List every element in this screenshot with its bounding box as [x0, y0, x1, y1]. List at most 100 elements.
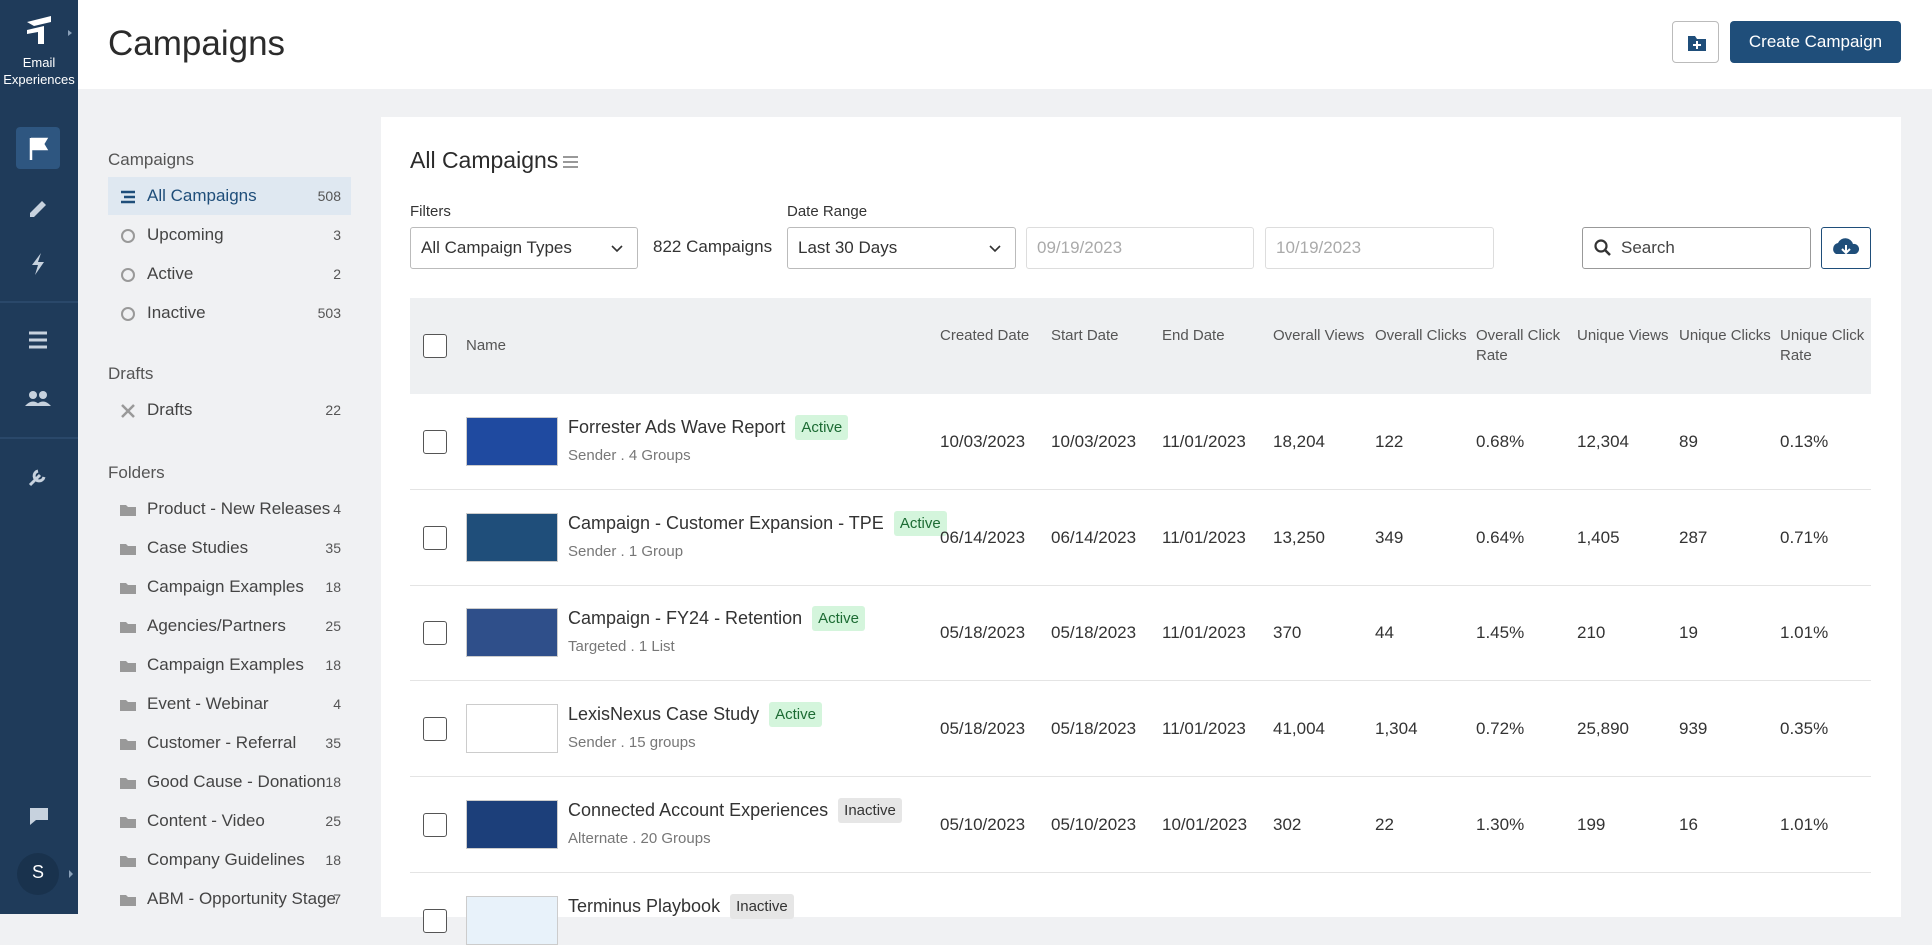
nav-item-label: Agencies/Partners	[147, 616, 286, 635]
nav-item-icon	[120, 583, 136, 594]
campaign-name: Campaign - FY24 - Retention	[568, 608, 803, 629]
column-header: End Date	[1162, 327, 1225, 344]
nav-item[interactable]: Case Studies 35	[108, 529, 351, 567]
type-select[interactable]: All Campaign Types	[410, 227, 638, 269]
campaign-name-line[interactable]: Campaign - Customer Expansion - TPE Activ…	[568, 510, 947, 536]
status-badge: Active	[893, 510, 947, 536]
nav-item-count: 18	[325, 774, 341, 790]
nav-item[interactable]: Content - Video 25	[108, 802, 351, 840]
page-title: Campaigns	[108, 24, 286, 63]
nav-item[interactable]: Campaign Examples 18	[108, 568, 351, 606]
nav-item[interactable]: Company Guidelines 18	[108, 841, 351, 879]
nav-item-icon	[120, 895, 136, 906]
nav-item-count: 25	[325, 813, 341, 829]
column-header: Unique Clicks	[1679, 327, 1771, 344]
cell: 1.30%	[1476, 814, 1525, 834]
campaign-name-line[interactable]: Forrester Ads Wave Report Active	[568, 415, 849, 440]
cell: 1,304	[1375, 719, 1418, 739]
nav-item-icon	[120, 700, 136, 711]
cell: 05/18/2023	[940, 623, 1026, 643]
row-checkbox[interactable]	[423, 430, 447, 454]
nav-item-count: 25	[325, 618, 341, 634]
nav-item[interactable]: Campaign Examples 18	[108, 646, 351, 684]
search-icon	[1594, 239, 1611, 256]
cell: 939	[1679, 719, 1708, 739]
cell: 25,890	[1577, 719, 1629, 739]
nav-item-label: Customer - Referral	[147, 733, 297, 752]
campaign-name: Terminus Playbook	[568, 895, 721, 916]
nav-item[interactable]: Product - New Releases 4	[108, 490, 351, 528]
cell: 302	[1273, 814, 1302, 834]
cell: 11/01/2023	[1162, 527, 1246, 547]
row-checkbox[interactable]	[423, 908, 447, 933]
nav-item-count: 18	[325, 852, 341, 868]
date-to-input[interactable]: 10/19/2023	[1265, 227, 1494, 269]
campaign-name-line[interactable]: LexisNexus Case Study Active	[568, 702, 822, 728]
row-divider	[410, 871, 1871, 873]
nav-item[interactable]: ABM - Opportunity Stage 7	[108, 880, 351, 918]
create-campaign-button[interactable]: Create Campaign	[1730, 21, 1901, 63]
column-header: Start Date	[1051, 327, 1119, 344]
nav-item-count: 18	[325, 657, 341, 673]
nav-item-count: 4	[333, 696, 341, 712]
nav-item-count: 508	[317, 188, 341, 204]
thumbnail	[466, 799, 558, 849]
search-input[interactable]: Search	[1582, 227, 1811, 269]
cell: 0.64%	[1476, 527, 1525, 547]
nav-item[interactable]: Customer - Referral 35	[108, 724, 351, 762]
nav-item[interactable]: Upcoming 3	[108, 216, 351, 254]
date-from-input[interactable]: 09/19/2023	[1026, 227, 1254, 269]
header: Campaigns Create Campaign	[78, 0, 1932, 89]
cell: 349	[1375, 527, 1404, 547]
cell: 122	[1375, 432, 1404, 451]
select-all-checkbox[interactable]	[423, 334, 447, 358]
row-checkbox[interactable]	[423, 812, 447, 837]
nav-item[interactable]: Agencies/Partners 25	[108, 607, 351, 645]
nav-item-label: All Campaigns	[147, 186, 257, 205]
date-select-value: Last 30 Days	[798, 238, 898, 257]
nav-item[interactable]: Event - Webinar 4	[108, 685, 351, 723]
row-checkbox[interactable]	[423, 525, 447, 550]
cell: 44	[1375, 623, 1394, 643]
cell: 11/01/2023	[1162, 623, 1246, 643]
nav-item-icon	[120, 856, 136, 867]
nav-section-title: Folders	[108, 463, 165, 482]
status-badge: Active	[812, 606, 865, 632]
cell: 199	[1577, 814, 1606, 834]
campaign-name: LexisNexus Case Study	[568, 704, 760, 725]
menu-icon[interactable]	[562, 154, 580, 170]
search-placeholder: Search	[1621, 238, 1675, 257]
nav-item-count: 503	[317, 305, 341, 321]
campaign-name-line[interactable]: Terminus Playbook Inactive	[568, 893, 794, 919]
column-header: Unique Click Rate	[1780, 327, 1865, 364]
campaign-name: Campaign - Customer Expansion - TPE	[568, 512, 884, 533]
avatar[interactable]: S	[31, 862, 44, 882]
campaign-subtitle: Alternate . 20 Groups	[568, 829, 711, 847]
new-folder-button[interactable]	[1672, 21, 1719, 63]
row-checkbox[interactable]	[423, 717, 447, 742]
nav-item-label: Good Cause - Donation	[147, 772, 326, 791]
date-select[interactable]: Last 30 Days	[787, 227, 1016, 269]
row-checkbox[interactable]	[423, 621, 447, 646]
download-button[interactable]	[1821, 227, 1871, 269]
nav-item[interactable]: Active 2	[108, 255, 351, 293]
cell: 12,304	[1577, 432, 1629, 451]
panel-title: All Campaigns	[410, 147, 559, 173]
nav-item[interactable]: Inactive 503	[108, 294, 351, 332]
nav-item-icon	[121, 268, 135, 282]
cell: 18,204	[1273, 432, 1325, 451]
nav-item-count: 35	[325, 735, 341, 751]
brand: Email Experiences	[3, 55, 75, 87]
filters-label: Filters	[410, 203, 451, 220]
nav-item[interactable]: All Campaigns 508	[108, 177, 351, 215]
table-header	[410, 298, 1871, 394]
campaign-subtitle: Sender . 15 groups	[568, 734, 696, 752]
cell: 1.01%	[1780, 814, 1829, 834]
chevron	[611, 245, 623, 253]
cell: 0.68%	[1476, 432, 1525, 451]
campaign-name-line[interactable]: Campaign - FY24 - Retention Active	[568, 606, 865, 632]
nav-item[interactable]: Drafts 22	[108, 391, 351, 429]
nav-item[interactable]: Good Cause - Donation 18	[108, 763, 351, 801]
campaign-name-line[interactable]: Connected Account Experiences Inactive	[568, 797, 902, 823]
